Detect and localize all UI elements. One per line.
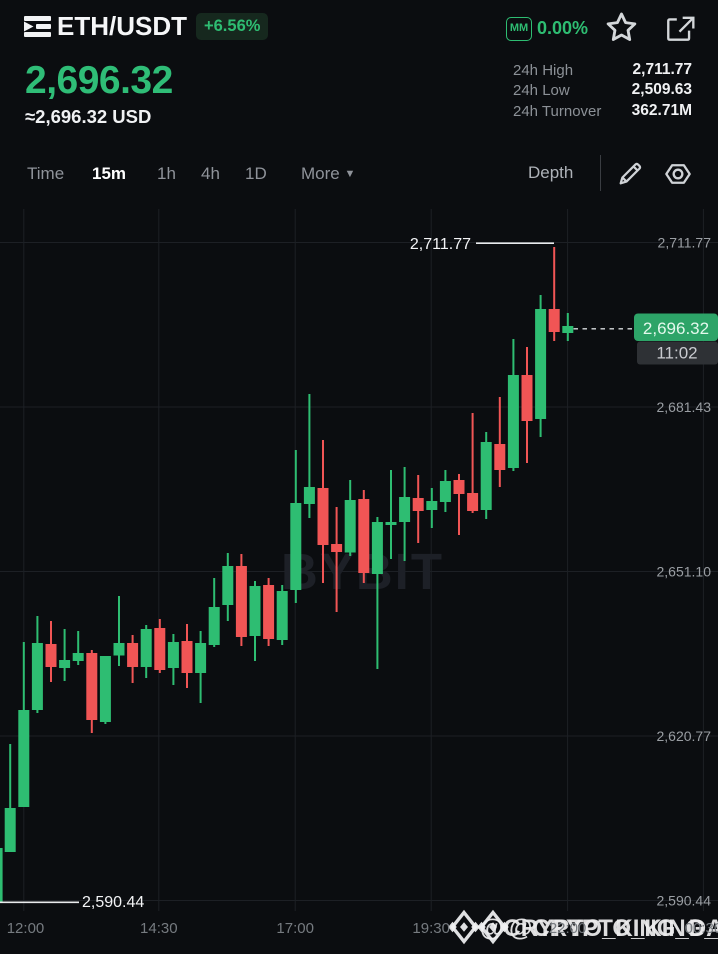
svg-text:2,620.77: 2,620.77 <box>657 728 712 744</box>
svg-text:14:30: 14:30 <box>140 920 178 937</box>
svg-text:@CRYPTO_KING_DAILY: @CRYPTO_KING_DAILY <box>509 915 718 942</box>
svg-text:19:30: 19:30 <box>412 920 450 937</box>
svg-text:2,711.77: 2,711.77 <box>658 235 712 251</box>
svg-text:22:00: 22:00 <box>549 920 587 937</box>
svg-text:2,696.32: 2,696.32 <box>643 319 709 338</box>
svg-text:11:02: 11:02 <box>656 344 697 363</box>
svg-text:2,590.44: 2,590.44 <box>82 894 144 911</box>
svg-text:2,681.43: 2,681.43 <box>657 399 712 415</box>
svg-text:00:30: 00:30 <box>685 920 718 937</box>
svg-text:2,651.10: 2,651.10 <box>657 564 712 580</box>
svg-text:@CRYPTO_KING_DAILY: @CRYPTO_KING_DAILY <box>480 915 718 942</box>
svg-text:12:00: 12:00 <box>7 920 45 937</box>
svg-text:2,590.44: 2,590.44 <box>657 893 712 909</box>
svg-text:2,711.77: 2,711.77 <box>410 236 471 253</box>
svg-text:17:00: 17:00 <box>276 920 314 937</box>
